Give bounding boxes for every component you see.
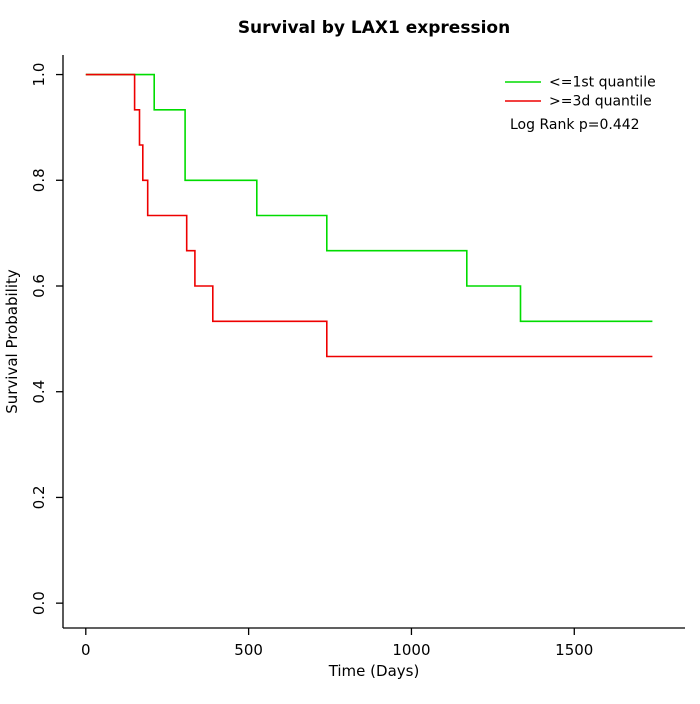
y-tick-label: 0.2	[30, 486, 48, 510]
x-axis-label: Time (Days)	[328, 662, 420, 680]
y-axis-label: Survival Probability	[3, 269, 21, 414]
log-rank-annotation: Log Rank p=0.442	[510, 117, 640, 133]
legend-label-0: <=1st quantile	[549, 75, 656, 91]
y-tick-label: 0.0	[30, 591, 48, 615]
x-tick-label: 1000	[392, 641, 430, 659]
plot-title: Survival by LAX1 expression	[238, 18, 510, 38]
y-tick-label: 0.8	[30, 168, 48, 192]
x-tick-label: 0	[81, 641, 91, 659]
y-tick-label: 1.0	[30, 63, 48, 87]
x-tick-label: 500	[234, 641, 263, 659]
legend-label-1: >=3d quantile	[549, 94, 652, 110]
x-tick-label: 1500	[555, 641, 593, 659]
survival-curve-low-expression	[85, 73, 653, 323]
y-tick-label: 0.6	[30, 274, 48, 298]
y-tick-label: 0.4	[30, 380, 48, 404]
survival-curve-high-expression	[85, 73, 653, 358]
